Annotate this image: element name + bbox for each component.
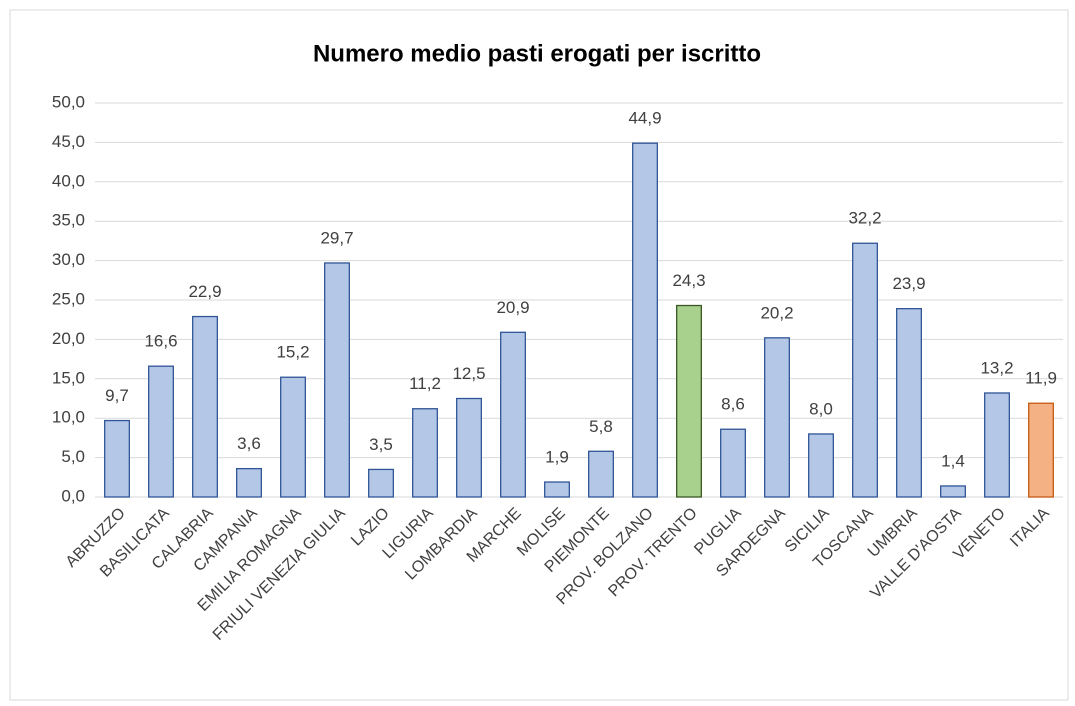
- bar: [1028, 402, 1054, 498]
- bar: [676, 304, 702, 498]
- value-label: 3,5: [369, 435, 393, 454]
- bar: [632, 142, 658, 498]
- value-label: 12,5: [452, 364, 485, 383]
- y-tick-label: 45,0: [52, 132, 85, 151]
- y-tick-label: 20,0: [52, 329, 85, 348]
- value-label: 20,9: [496, 298, 529, 317]
- y-tick-label: 5,0: [61, 447, 85, 466]
- bar: [808, 433, 834, 498]
- bar: [324, 262, 350, 498]
- value-label: 29,7: [320, 228, 353, 247]
- value-label: 3,6: [237, 434, 261, 453]
- value-label: 1,4: [941, 451, 965, 470]
- value-label: 22,9: [188, 282, 221, 301]
- bar: [148, 365, 174, 498]
- chart-frame: [9, 9, 1069, 701]
- y-tick-label: 30,0: [52, 250, 85, 269]
- value-label: 9,7: [105, 386, 129, 405]
- bar: [500, 331, 526, 498]
- value-label: 24,3: [672, 271, 705, 290]
- bar: [456, 397, 482, 498]
- value-label: 32,2: [848, 209, 881, 228]
- bar: [280, 376, 306, 498]
- bar: [192, 315, 218, 498]
- value-label: 13,2: [980, 358, 1013, 377]
- bar: [588, 450, 614, 498]
- value-label: 20,2: [760, 303, 793, 322]
- value-label: 15,2: [276, 343, 309, 362]
- value-label: 11,2: [409, 374, 441, 393]
- bar: [720, 428, 746, 498]
- bar: [236, 467, 262, 498]
- chart-title: Numero medio pasti erogati per iscritto: [313, 40, 761, 67]
- value-label: 5,8: [589, 417, 613, 436]
- bar: [984, 392, 1010, 498]
- y-tick-label: 50,0: [52, 92, 85, 111]
- value-label: 16,6: [144, 332, 177, 351]
- bar: [544, 481, 570, 498]
- y-tick-label: 40,0: [52, 171, 85, 190]
- bar: [104, 419, 130, 498]
- bar: [368, 468, 394, 498]
- value-label: 8,0: [809, 399, 833, 418]
- value-label: 11,9: [1025, 369, 1057, 388]
- y-tick-label: 15,0: [52, 368, 85, 387]
- value-label: 1,9: [545, 448, 569, 467]
- bar: [764, 337, 790, 498]
- bar: [940, 485, 966, 498]
- value-label: 8,6: [721, 395, 745, 414]
- y-tick-label: 0,0: [61, 486, 85, 505]
- y-tick-label: 25,0: [52, 289, 85, 308]
- y-tick-label: 10,0: [52, 408, 85, 427]
- value-label: 23,9: [892, 274, 925, 293]
- y-tick-label: 35,0: [52, 211, 85, 230]
- bar: [896, 308, 922, 498]
- bar: [852, 242, 878, 498]
- value-label: 44,9: [628, 109, 661, 128]
- bar: [412, 408, 438, 498]
